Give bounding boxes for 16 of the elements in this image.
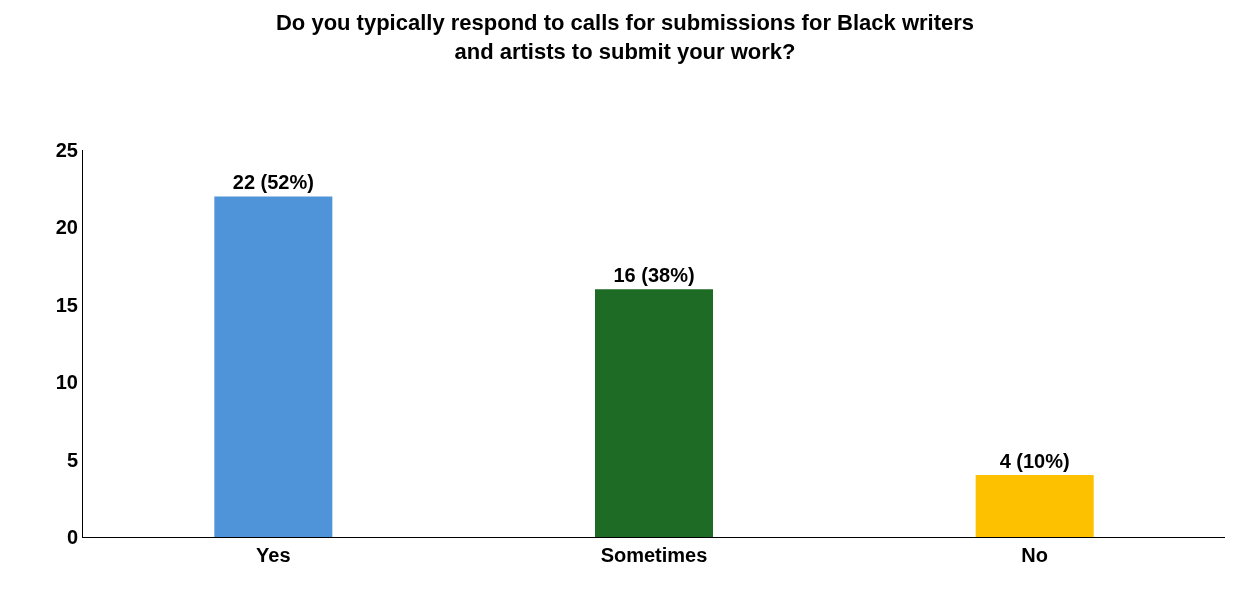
y-tick-label: 25 bbox=[55, 139, 78, 161]
y-tick-label: 20 bbox=[55, 216, 78, 239]
y-tick-label: 0 bbox=[66, 526, 78, 548]
chart-title: Do you typically respond to calls for submissions for Black writers and artists to submit your work? bbox=[275, 10, 975, 64]
bar bbox=[975, 475, 1094, 537]
y-tick-label: 5 bbox=[66, 448, 78, 471]
data-label: 22 (52%) bbox=[232, 171, 314, 194]
y-tick-label: 10 bbox=[55, 371, 78, 394]
bar bbox=[214, 196, 333, 537]
x-tick-label: No bbox=[1021, 544, 1049, 566]
x-tick-label: Sometimes bbox=[600, 544, 708, 566]
data-label: 16 (38%) bbox=[613, 264, 695, 287]
bar bbox=[595, 289, 713, 537]
data-label: 4 (10%) bbox=[999, 450, 1070, 473]
y-tick-label: 15 bbox=[55, 293, 78, 316]
x-tick-label: Yes bbox=[256, 544, 291, 566]
